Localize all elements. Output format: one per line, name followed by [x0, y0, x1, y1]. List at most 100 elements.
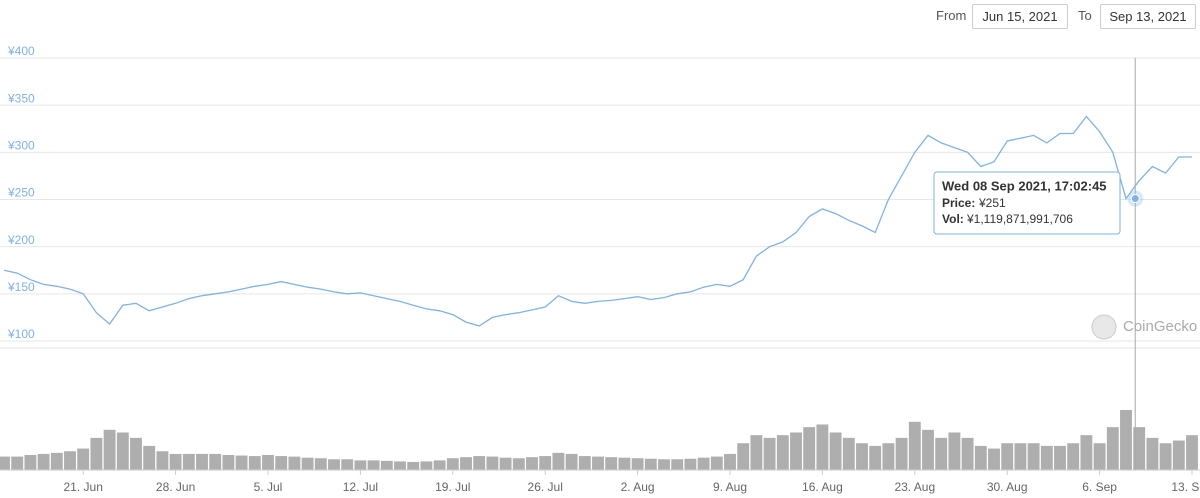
- volume-bar: [301, 457, 314, 470]
- volume-bar: [499, 457, 512, 470]
- volume-bar: [882, 443, 895, 470]
- y-tick-label: ¥300: [7, 139, 35, 153]
- volume-bar: [196, 453, 208, 470]
- volume-bar: [684, 458, 697, 470]
- volume-bar: [710, 456, 723, 470]
- volume-bar: [394, 461, 406, 470]
- volume-bar: [908, 421, 921, 470]
- volume-bar: [433, 460, 446, 470]
- volume-bar: [473, 456, 486, 470]
- volume-bar: [486, 456, 499, 470]
- volume-bar: [143, 445, 156, 470]
- volume-bar: [697, 457, 710, 470]
- volume-bar: [1146, 437, 1159, 470]
- volume-bar: [1027, 443, 1040, 470]
- volume-bar: [1120, 410, 1132, 470]
- volume-bar: [592, 456, 604, 470]
- volume-bar: [869, 445, 882, 470]
- volume-bar: [156, 451, 169, 470]
- hover-point: [1130, 194, 1140, 204]
- x-tick-label: 12. Jul: [343, 480, 378, 494]
- volume-bar: [1106, 427, 1119, 470]
- volume-bar: [631, 458, 644, 470]
- volume-bar: [420, 461, 433, 470]
- x-tick-label: 28. Jun: [156, 480, 195, 494]
- volume-bar: [169, 453, 182, 470]
- volume-bar: [1067, 443, 1080, 470]
- volume-bar: [750, 435, 763, 470]
- volume-bar: [776, 435, 789, 470]
- volume-bar: [895, 437, 908, 470]
- volume-bar: [763, 437, 776, 470]
- volume-bar: [974, 445, 987, 470]
- volume-bar: [1054, 445, 1066, 470]
- x-tick-label: 21. Jun: [64, 480, 103, 494]
- volume-bar: [724, 453, 736, 470]
- volume-bar: [314, 458, 327, 470]
- volume-bar: [367, 460, 380, 470]
- volume-bar: [816, 424, 829, 470]
- volume-bar: [248, 456, 261, 470]
- volume-bar: [209, 453, 222, 470]
- volume-bar: [1040, 445, 1053, 470]
- y-tick-label: ¥350: [7, 91, 35, 105]
- volume-bar: [182, 453, 195, 470]
- volume-bar: [1133, 427, 1146, 470]
- volume-bar: [737, 443, 750, 470]
- volume-bar: [407, 461, 420, 470]
- volume-bar: [288, 456, 301, 470]
- price-line: [3, 115, 1192, 327]
- volume-bar: [922, 429, 934, 470]
- volume-bar: [829, 432, 842, 470]
- x-tick-label: 9. Aug: [713, 480, 747, 494]
- volume-bar: [90, 437, 103, 470]
- volume-bar: [1080, 435, 1093, 470]
- volume-bar: [446, 458, 459, 470]
- volume-bar: [64, 451, 76, 470]
- volume-bar: [948, 432, 961, 470]
- volume-bar: [222, 455, 235, 470]
- from-date-input[interactable]: Jun 15, 2021: [972, 4, 1068, 29]
- volume-bar: [671, 459, 684, 470]
- volume-bar: [11, 456, 24, 470]
- volume-bar: [328, 459, 340, 470]
- volume-bar: [1001, 443, 1014, 470]
- x-tick-label: 16. Aug: [802, 480, 843, 494]
- to-date-input[interactable]: Sep 13, 2021: [1100, 4, 1196, 29]
- volume-bar: [539, 456, 552, 470]
- volume-bar: [50, 452, 63, 470]
- y-tick-label: ¥250: [7, 186, 35, 200]
- volume-bar: [565, 453, 578, 470]
- volume-bar: [1159, 443, 1172, 470]
- x-tick-label: 6. Sep: [1082, 480, 1117, 494]
- volume-bar: [103, 429, 116, 470]
- x-tick-label: 30. Aug: [987, 480, 1028, 494]
- volume-bar: [578, 456, 591, 470]
- volume-bar: [856, 443, 868, 470]
- watermark-text: CoinGecko: [1123, 318, 1197, 335]
- y-tick-label: ¥150: [7, 280, 35, 294]
- tooltip-date: Wed 08 Sep 2021, 17:02:45: [942, 178, 1107, 193]
- y-tick-label: ¥100: [7, 327, 35, 341]
- tooltip-box: [933, 171, 1121, 235]
- x-tick-label: 2. Aug: [621, 480, 655, 494]
- volume-bar: [526, 457, 538, 470]
- volume-bar: [116, 432, 129, 470]
- volume-bar: [341, 459, 354, 470]
- volume-bar: [460, 457, 472, 470]
- x-tick-label: 5. Jul: [254, 480, 283, 494]
- y-tick-label: ¥400: [7, 44, 35, 58]
- volume-bar: [275, 456, 288, 470]
- y-tick-label: ¥200: [7, 233, 35, 247]
- to-label: To: [1078, 8, 1092, 23]
- volume-bar: [235, 455, 248, 470]
- watermark: CoinGecko: [1091, 314, 1197, 340]
- volume-bar: [605, 457, 618, 470]
- volume-bar: [354, 460, 367, 470]
- volume-bar: [618, 457, 631, 470]
- volume-bar: [1093, 443, 1106, 470]
- volume-bar: [658, 459, 670, 470]
- volume-bar: [1186, 435, 1198, 470]
- volume-bar: [803, 427, 816, 470]
